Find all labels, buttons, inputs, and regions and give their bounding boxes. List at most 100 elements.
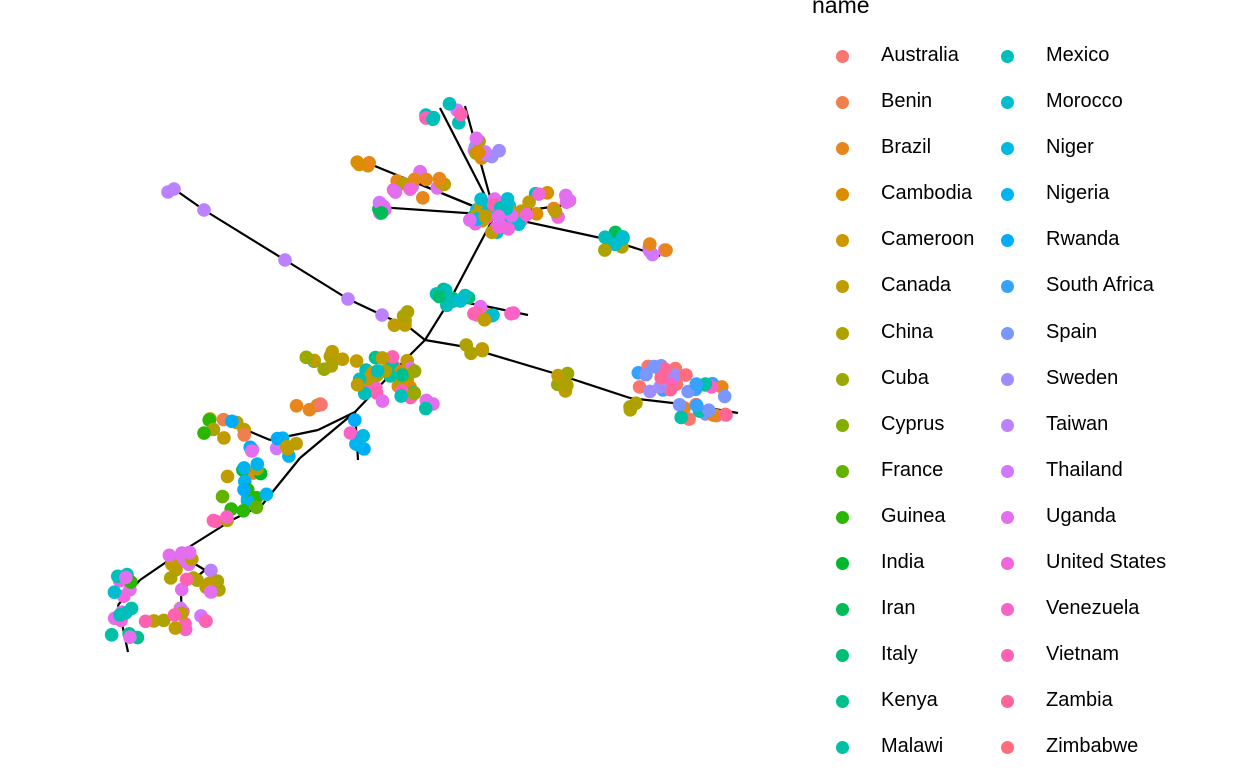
network-node	[454, 107, 468, 122]
legend-label: Malawi	[881, 735, 944, 758]
network-node	[418, 401, 433, 416]
legend-key-dot	[836, 188, 849, 202]
network-node	[475, 342, 490, 356]
network-node	[156, 613, 171, 628]
legend-label: Guinea	[881, 504, 946, 527]
network-node	[370, 364, 385, 378]
network-node	[415, 191, 430, 205]
network-node	[463, 213, 477, 227]
network-node	[244, 444, 259, 458]
network-node	[623, 402, 638, 417]
network-nodes	[104, 97, 733, 645]
network-node	[506, 306, 521, 320]
legend-label: Niger	[1046, 136, 1094, 159]
network-node	[162, 548, 177, 563]
network-node	[689, 398, 704, 413]
legend-key-dot	[1001, 510, 1014, 524]
network-node	[350, 377, 365, 392]
legend-label: Spain	[1046, 320, 1098, 343]
network-node	[237, 461, 251, 475]
network-node	[639, 367, 653, 382]
network-node	[532, 187, 546, 201]
network-node	[403, 182, 417, 196]
network-node	[519, 207, 534, 222]
network-node	[217, 431, 231, 445]
legend-key-dot	[1001, 464, 1014, 478]
legend-label: Uganda	[1046, 504, 1117, 527]
network-node	[220, 510, 234, 524]
network-edge	[317, 411, 356, 431]
network-node	[522, 195, 536, 210]
legend-label: Brazil	[881, 136, 932, 159]
network-node	[324, 359, 339, 373]
network-node	[278, 253, 292, 267]
legend-label: Morocco	[1046, 90, 1123, 113]
legend-key-dot	[1001, 280, 1014, 294]
network-node	[395, 368, 410, 382]
network-node	[250, 457, 265, 471]
network-node	[500, 192, 515, 206]
legend-key-dot	[836, 50, 849, 63]
network-node	[529, 206, 544, 221]
network-node	[220, 469, 235, 484]
network-node	[138, 614, 153, 629]
network-node	[407, 364, 422, 378]
network-node	[107, 585, 122, 599]
legend-label: Australia	[881, 44, 959, 66]
legend-key-dot	[836, 372, 849, 386]
network-node	[168, 621, 183, 635]
network-node	[674, 410, 688, 425]
network-node	[259, 487, 274, 502]
network-node	[474, 192, 488, 207]
legend-key-dot	[836, 649, 849, 663]
network-node	[161, 185, 175, 199]
network-node	[387, 318, 402, 333]
network-node	[385, 350, 400, 364]
network-node	[375, 308, 389, 322]
network-node	[598, 230, 612, 244]
legend-label: Benin	[881, 90, 933, 113]
legend-key-dot	[836, 234, 849, 248]
network-node	[341, 292, 355, 306]
network-node	[388, 185, 403, 199]
network-node	[249, 500, 264, 515]
legend-key-dot	[1001, 326, 1014, 340]
legend-label: Zambia	[1046, 689, 1113, 712]
legend-key-dot	[1001, 372, 1014, 386]
network-node	[236, 503, 251, 518]
network-edge	[299, 411, 356, 459]
legend-key-dot	[836, 142, 849, 156]
legend-key-dot	[836, 510, 849, 524]
legend-key-dot	[836, 280, 849, 294]
network-node	[270, 431, 285, 446]
legend-label: Rwanda	[1046, 228, 1120, 251]
network-node	[197, 203, 211, 217]
network-node	[104, 628, 119, 642]
legend-key-dot	[1001, 142, 1014, 156]
network-node	[350, 155, 365, 169]
network-node	[199, 614, 213, 628]
network-node	[608, 237, 622, 252]
network-edge	[203, 209, 286, 261]
legend-key-dot	[836, 557, 849, 571]
legend-label: India	[881, 551, 925, 574]
network-node	[701, 403, 716, 418]
legend-key-dot	[1001, 188, 1014, 202]
network-node	[689, 377, 704, 391]
legend-label: South Africa	[1046, 274, 1154, 297]
network-node	[335, 352, 350, 366]
network-node	[215, 489, 230, 504]
network-node	[237, 428, 252, 442]
network-node	[432, 171, 447, 186]
network-node	[375, 351, 390, 365]
legend-key-dot	[1001, 50, 1014, 63]
network-node	[442, 97, 457, 111]
network-node	[663, 382, 678, 397]
network-node	[237, 482, 251, 497]
network-node	[179, 572, 194, 587]
legend-key-dot	[836, 418, 849, 432]
network-node	[632, 380, 647, 394]
network-node	[347, 413, 362, 427]
network-node	[314, 397, 328, 412]
network-node	[471, 145, 486, 160]
